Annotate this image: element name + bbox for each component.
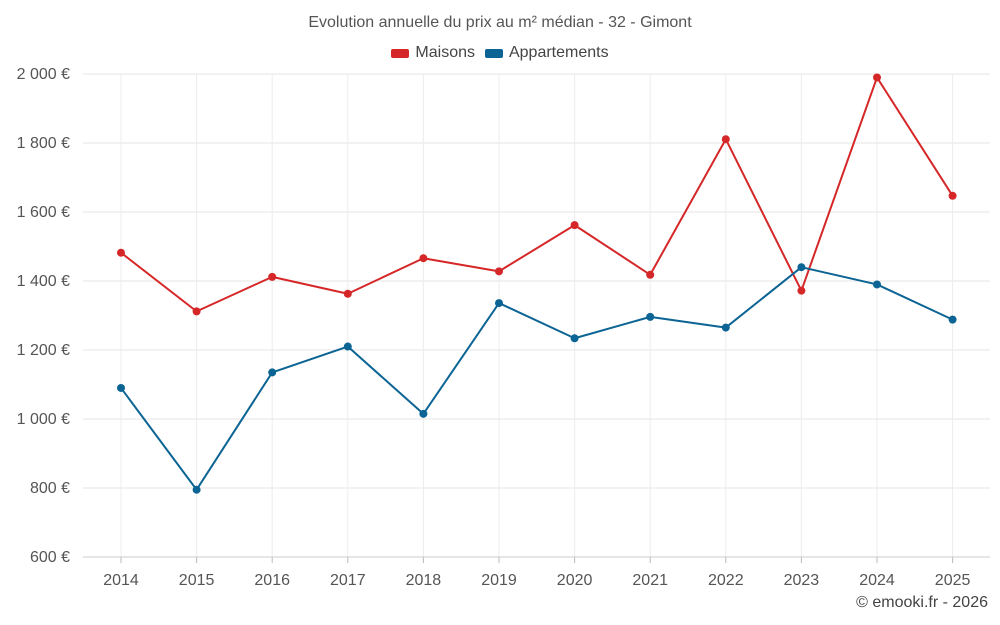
data-point-appartements	[646, 312, 655, 321]
data-point-maisons	[268, 272, 277, 281]
data-point-appartements	[192, 485, 201, 494]
x-tick-label: 2025	[935, 572, 971, 589]
data-point-maisons	[721, 135, 730, 144]
chart-legend: Maisons Appartements	[0, 44, 1000, 62]
data-point-appartements	[570, 334, 579, 343]
legend-label-maisons: Maisons	[415, 44, 475, 61]
y-tick-label: 600 €	[30, 549, 70, 566]
legend-swatch-appartements	[484, 48, 503, 58]
y-tick-label: 1 200 €	[17, 342, 70, 359]
legend-swatch-maisons	[391, 48, 410, 58]
data-point-maisons	[419, 254, 428, 263]
credit-text: © emooki.fr - 2026	[856, 594, 988, 611]
data-point-appartements	[797, 263, 806, 272]
data-point-appartements	[495, 299, 503, 308]
y-tick-label: 1 400 €	[17, 273, 70, 290]
data-point-maisons	[646, 270, 655, 279]
y-tick-label: 1 600 €	[17, 204, 70, 221]
series-line-appartements	[120, 266, 954, 491]
legend-item-appartements[interactable]: Appartements	[484, 44, 609, 62]
x-tick-label: 2023	[784, 572, 820, 589]
x-tick-label: 2022	[708, 572, 744, 589]
legend-item-maisons[interactable]: Maisons	[391, 44, 475, 62]
x-tick-label: 2014	[103, 572, 139, 589]
legend-label-appartements: Appartements	[508, 44, 609, 61]
y-tick-label: 1 800 €	[17, 135, 70, 152]
data-point-appartements	[721, 323, 730, 332]
data-point-appartements	[117, 383, 125, 392]
y-tick-label: 2 000 €	[17, 66, 70, 83]
data-point-maisons	[873, 73, 881, 82]
x-tick-label: 2015	[179, 572, 215, 589]
x-tick-label: 2021	[632, 572, 668, 589]
data-point-maisons	[343, 289, 352, 298]
data-point-maisons	[117, 248, 125, 257]
x-tick-label: 2024	[859, 572, 895, 589]
data-point-maisons	[570, 221, 579, 230]
x-tick-label: 2018	[406, 572, 442, 589]
y-tick-label: 1 000 €	[17, 411, 70, 428]
data-point-appartements	[268, 368, 277, 377]
data-point-appartements	[948, 315, 957, 324]
x-tick-label: 2017	[330, 572, 366, 589]
y-tick-label: 800 €	[30, 480, 70, 497]
data-point-appartements	[873, 280, 881, 289]
series-line-maisons	[120, 76, 954, 313]
data-point-appartements	[419, 409, 428, 418]
data-point-maisons	[948, 191, 957, 200]
data-point-appartements	[343, 342, 352, 351]
x-tick-label: 2016	[254, 572, 290, 589]
data-point-maisons	[192, 307, 201, 316]
x-tick-label: 2019	[481, 572, 517, 589]
data-point-maisons	[797, 286, 806, 295]
data-point-maisons	[495, 267, 503, 276]
chart-title: Evolution annuelle du prix au m² médian …	[308, 14, 692, 31]
x-tick-label: 2020	[557, 572, 593, 589]
